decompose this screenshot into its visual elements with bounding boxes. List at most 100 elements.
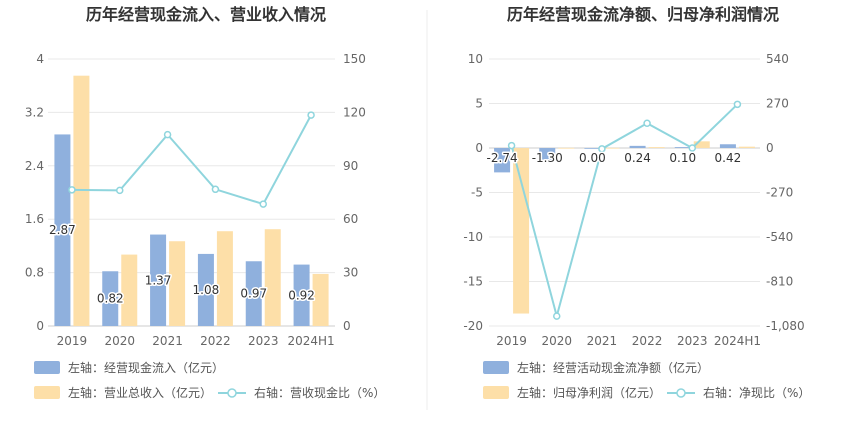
bar-data-label: -2.74 [487,151,518,165]
right-axis-tick-label: 0 [343,319,351,333]
line-point [259,200,267,208]
right-axis-tick-label: -270 [766,186,793,200]
x-axis-tick-label: 2024H1 [714,334,761,348]
series-line [71,114,312,206]
x-axis-tick-label: 2022 [200,334,231,348]
legend-label: 左轴：营业总收入（亿元） [68,385,212,400]
chart-panel-1: 历年经营现金流入、营业收入情况 0 0 0.8 30 1.6 60 2.4 90 3.2 120 4 1… [25,5,386,400]
left-axis-tick-label: 3.2 [25,105,44,119]
left-axis-tick-label: -10 [463,230,483,244]
legend-swatch-marker [676,388,686,398]
right-axis-tick-label: 60 [343,212,358,226]
line-point [307,111,315,119]
x-axis-tick-label: 2023 [248,334,279,348]
right-axis-tick-label: 30 [343,266,358,280]
bar-secondary [121,254,138,326]
chart-title: 历年经营现金流净额、归母净利润情况 [507,5,779,24]
bar-primary [674,147,691,148]
bar-secondary [169,241,186,326]
x-axis-tick-label: 2019 [496,334,527,348]
right-axis-tick-label: 120 [343,105,366,119]
legend-label: 左轴：归母净利润（亿元） [517,385,661,400]
right-axis-tick-label: 150 [343,52,366,66]
x-axis-tick-label: 2019 [57,334,88,348]
bar-primary [150,234,167,326]
chart-title: 历年经营现金流入、营业收入情况 [86,5,326,24]
right-axis-tick-label: -810 [766,275,793,289]
bar-data-label: -1.30 [532,151,563,165]
legend-swatch [483,386,509,399]
bar-data-label: 0.97 [240,287,267,301]
bar-data-label: 0.24 [624,151,651,165]
bar-data-label: 1.37 [145,273,172,287]
bar-secondary [693,141,710,148]
series-line [510,103,739,320]
left-axis-tick-label: 2.4 [25,159,44,173]
line-point [733,100,742,109]
x-axis-tick-label: 2021 [587,334,618,348]
left-axis-tick-label: 1.6 [25,212,44,226]
bar-data-label: 2.87 [49,223,76,237]
bar-primary [293,264,310,326]
right-axis-tick-label: 540 [766,52,789,66]
x-axis-tick-label: 2023 [677,334,708,348]
right-axis-tick-label: 0 [766,141,774,155]
left-axis-tick-label: 0.8 [25,266,44,280]
line-point [211,185,220,194]
bar-secondary [73,75,90,326]
left-axis-tick-label: 0 [475,141,483,155]
line-point [598,145,606,153]
bar-secondary [648,147,665,148]
left-axis-tick-label: 4 [36,52,44,66]
legend-swatch [483,361,509,374]
legend-label: 左轴：经营活动现金流净额（亿元） [517,360,709,375]
bar-primary [245,261,262,326]
bar-secondary [312,273,329,326]
line-point [688,144,696,152]
legend-swatch [34,361,60,374]
bar-data-label: 0.00 [579,151,606,165]
bar-primary [197,253,214,326]
bar-primary [539,148,556,160]
x-axis-tick-label: 2024H1 [287,334,334,348]
bar-data-label: 1.08 [193,283,220,297]
bar-data-label: 0.82 [97,292,124,306]
x-axis-tick-label: 2021 [152,334,183,348]
left-axis-tick-label: 0 [36,319,44,333]
right-axis-tick-label: 90 [343,159,358,173]
chart-panel-2: 历年经营现金流净额、归母净利润情况 -20 -1,080 -15 -810 -10 -540… [463,5,810,400]
left-axis-tick-label: -5 [471,186,483,200]
bar-data-label: 0.42 [715,151,742,165]
legend: 左轴：经营活动现金流净额（亿元） 左轴：归母净利润（亿元） 右轴：净现比（%） [483,360,810,400]
line-point [643,119,651,128]
legend-swatch [34,386,60,399]
bar-data-label: 0.92 [288,288,315,302]
x-axis-tick-label: 2022 [632,334,663,348]
bar-secondary [738,146,755,148]
bar-primary [719,144,736,148]
legend-label: 右轴：净现比（%） [703,385,810,400]
line-point [68,186,76,194]
line-point [116,186,124,195]
line-point [163,130,172,139]
bar-secondary [603,147,620,149]
legend-swatch-marker [227,388,237,398]
bar-primary [102,271,119,326]
bar-data-label: 0.10 [669,151,696,165]
bar-secondary [216,231,233,326]
left-axis-tick-label: -20 [463,319,483,333]
bar-primary [629,145,646,148]
bar-secondary [264,229,281,326]
legend-label: 右轴：营收现金比（%） [254,385,385,400]
right-axis-tick-label: -540 [766,230,793,244]
legend: 左轴：经营现金流入（亿元） 左轴：营业总收入（亿元） 右轴：营收现金比（%） [34,360,385,400]
line-point [553,312,561,320]
left-axis-tick-label: 10 [468,52,483,66]
bar-primary [54,134,71,326]
legend-label: 左轴：经营现金流入（亿元） [68,360,224,375]
bar-primary [494,148,511,173]
left-axis-tick-label: 5 [475,97,483,111]
x-axis-tick-label: 2020 [104,334,135,348]
line-point [507,141,516,150]
